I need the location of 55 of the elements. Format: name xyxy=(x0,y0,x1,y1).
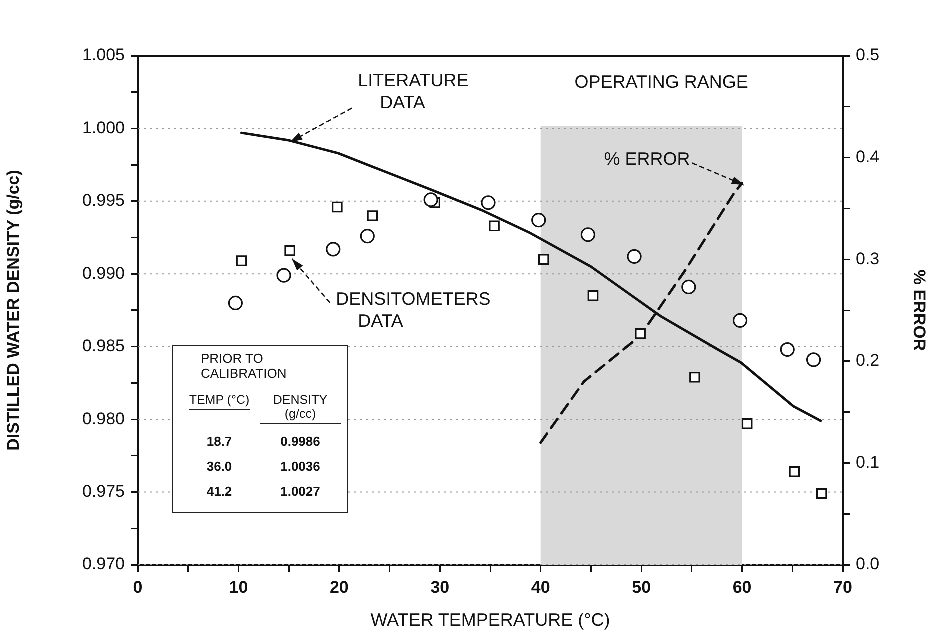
y2-tick-label: 0.2 xyxy=(856,351,880,370)
x-tick-label: 50 xyxy=(632,578,652,597)
point xyxy=(742,418,753,430)
point xyxy=(332,202,343,213)
annotation: 1.0036 xyxy=(280,458,320,474)
x-tick-label: 0 xyxy=(133,578,143,597)
x-axis-title: WATER TEMPERATURE (°C) xyxy=(370,610,610,630)
y2-tick-label: 0.4 xyxy=(856,147,880,166)
point xyxy=(588,290,599,302)
x-tick-label: 10 xyxy=(229,578,248,597)
point xyxy=(532,213,546,228)
point xyxy=(538,254,550,265)
point xyxy=(635,328,646,340)
y-tick-label: 0.985 xyxy=(82,336,125,356)
annotation: TEMP (°C) xyxy=(189,392,250,410)
annotation: 41.2 xyxy=(206,484,232,499)
annotation: PRIOR TO CALIBRATION xyxy=(200,351,288,382)
x-tick-label: 30 xyxy=(430,578,450,597)
annotation: DENSITOMETERS DATA xyxy=(336,288,491,331)
point xyxy=(816,488,828,500)
y-tick-label: 1.005 xyxy=(82,46,125,65)
y-tick-label: 0.995 xyxy=(82,191,125,210)
y-tick-label: 1.000 xyxy=(82,118,125,138)
band-label: OPERATING RANGE xyxy=(574,72,748,92)
annotation: 0.9986 xyxy=(280,434,320,449)
text: LITERATURE DATA xyxy=(358,70,469,112)
x-tick-label: 40 xyxy=(531,578,550,597)
point xyxy=(284,245,296,256)
y2-tick-label: 0.1 xyxy=(856,452,880,472)
point xyxy=(424,192,438,208)
point xyxy=(236,256,248,266)
point xyxy=(789,466,800,478)
y-tick-label: 0.980 xyxy=(82,409,125,428)
point xyxy=(682,280,696,295)
point xyxy=(367,210,378,222)
annotation: 18.7 xyxy=(206,434,232,449)
point xyxy=(627,249,642,264)
point xyxy=(580,228,596,242)
x-tick-label: 60 xyxy=(732,578,752,597)
annotation: 36.0 xyxy=(206,458,232,474)
point xyxy=(732,313,748,328)
y-tick-label: 0.975 xyxy=(82,482,125,501)
y2-tick-label: 0.5 xyxy=(856,46,880,65)
y2-tick-label: 0.3 xyxy=(856,249,880,268)
y2-axis-title: % ERROR xyxy=(910,270,930,352)
point xyxy=(690,372,700,383)
annotation: DENSITY (g/cc) xyxy=(260,392,341,424)
y-axis-title: DISTILLED WATER DENSITY (g/cc) xyxy=(4,170,23,451)
x-tick-label: 70 xyxy=(834,578,852,597)
annotation: 1.0027 xyxy=(280,484,320,499)
y-tick-label: 0.990 xyxy=(82,264,125,283)
y-tick-label: 0.970 xyxy=(82,554,125,574)
x-tick-label: 20 xyxy=(330,578,349,597)
y2-tick-label: 0.0 xyxy=(856,554,880,574)
text: % ERROR xyxy=(604,149,690,170)
